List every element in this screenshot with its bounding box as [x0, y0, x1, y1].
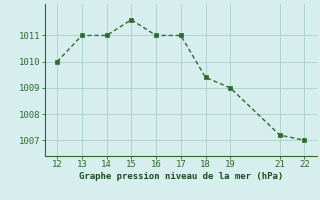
X-axis label: Graphe pression niveau de la mer (hPa): Graphe pression niveau de la mer (hPa) — [79, 172, 283, 181]
